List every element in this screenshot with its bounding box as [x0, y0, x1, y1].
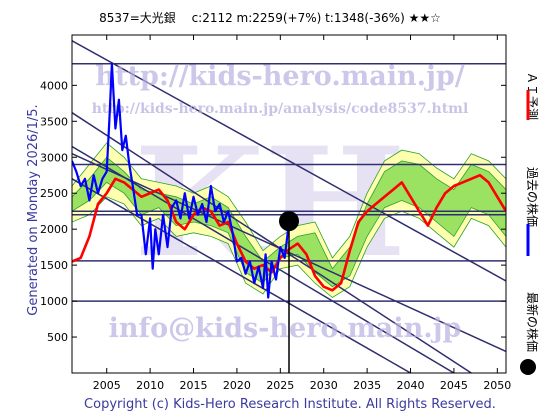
- y-tick-label: 2000: [40, 223, 68, 236]
- trend-line: [72, 145, 455, 373]
- trend-line: [72, 40, 506, 282]
- x-tick-label: 2045: [440, 379, 468, 392]
- watermark-url: http://kids-hero.main.jp/: [95, 61, 464, 92]
- y-tick-label: 4000: [40, 79, 68, 92]
- chart-title: 8537=大光銀 c:2112 m:2259(+7%) t:1348(-36%)…: [99, 11, 441, 25]
- y-tick-label: 1500: [40, 259, 68, 272]
- legend-label-latest: 最新の株価: [525, 292, 540, 352]
- y-tick-label: 2500: [40, 187, 68, 200]
- trend-line: [72, 178, 411, 373]
- x-tick-label: 2050: [483, 379, 511, 392]
- generated-date-label: Generated on Monday 2026/1/5.: [26, 104, 41, 315]
- latest-price-marker: [279, 211, 299, 232]
- watermark-analysis-url: http://kids-hero.main.jp/analysis/code85…: [92, 101, 469, 117]
- copyright-footer: Copyright (c) Kids-Hero Research Institu…: [84, 397, 496, 412]
- y-tick-label: 500: [47, 331, 68, 344]
- x-axis: 2005 2010 2015 2020 2025 2030 2035 2040 2045 2050: [93, 35, 511, 392]
- x-tick-label: 2005: [93, 379, 121, 392]
- legend-label-past: 過去の株価: [525, 167, 540, 227]
- y-axis: 500 1000 1500 2000 2500 3000 3500 4000: [40, 79, 506, 344]
- plot-frame: [71, 34, 507, 374]
- legend-swatch-latest: [520, 359, 536, 375]
- x-tick-label: 2020: [223, 379, 251, 392]
- trend-line: [72, 112, 472, 373]
- series-past-price-line: [72, 62, 291, 299]
- watermark-email: info@kids-hero.main.jp: [109, 313, 462, 344]
- y-tick-label: 3000: [40, 151, 68, 164]
- x-tick-label: 2035: [353, 379, 381, 392]
- y-tick-label: 1000: [40, 295, 68, 308]
- x-tick-label: 2040: [397, 379, 425, 392]
- x-tick-label: 2025: [266, 379, 294, 392]
- y-tick-label: 3500: [40, 115, 68, 128]
- legend: ＡＩ予測 過去の株価 最新の株価: [520, 72, 540, 375]
- band-inner: [72, 157, 506, 287]
- x-tick-label: 2015: [180, 379, 208, 392]
- latest-marker-group: [279, 211, 299, 373]
- x-tick-label: 2030: [310, 379, 338, 392]
- x-tick-label: 2010: [136, 379, 164, 392]
